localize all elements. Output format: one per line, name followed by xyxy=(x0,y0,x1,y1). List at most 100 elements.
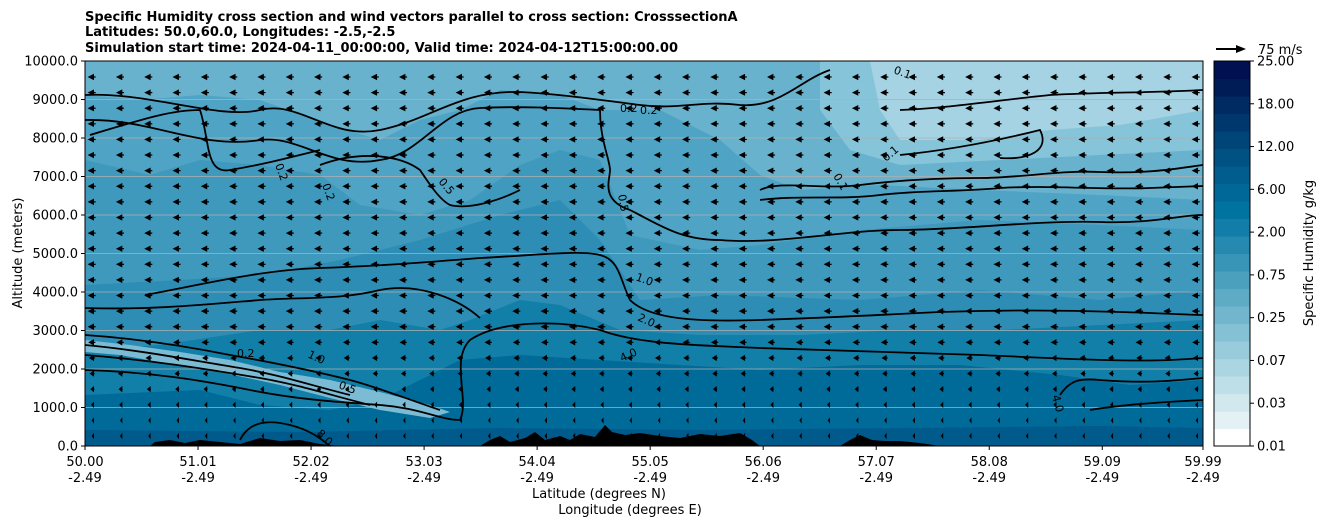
wind-vector xyxy=(713,385,718,393)
wind-vector xyxy=(1163,73,1172,81)
wind-vector xyxy=(345,385,350,393)
wind-vector xyxy=(314,276,323,284)
wind-vector xyxy=(682,167,691,174)
wind-vector xyxy=(512,198,521,206)
wind-vector xyxy=(289,417,293,424)
wind-vector xyxy=(117,354,124,362)
wind-vector xyxy=(370,292,379,299)
wind-vector xyxy=(851,261,861,268)
wind-vector xyxy=(88,354,96,362)
colorbar-swatch xyxy=(1214,78,1250,97)
wind-vector xyxy=(738,167,747,174)
wind-vector xyxy=(883,401,887,408)
wind-vector xyxy=(172,323,181,330)
wind-vector xyxy=(1194,385,1199,393)
contour-labels: 0.1 0.2 0.2 0.2 0.2 0.5 0.5 0.5 0.1 0.1 … xyxy=(237,64,1066,446)
wind-vector xyxy=(823,167,832,174)
wind-vector xyxy=(229,276,238,284)
wind-vector xyxy=(1163,276,1172,284)
wind-vector xyxy=(770,401,774,408)
wind-vector xyxy=(568,261,577,268)
wind-vector xyxy=(314,89,323,96)
wind-vector xyxy=(229,120,238,128)
wind-vector xyxy=(682,214,691,221)
wind-vector xyxy=(597,214,606,221)
wind-vector xyxy=(314,339,322,346)
wind-vector xyxy=(1106,245,1115,252)
wind-vector xyxy=(1163,198,1172,206)
wind-vector xyxy=(374,432,378,440)
wind-vector xyxy=(601,417,604,424)
wind-vector xyxy=(87,136,96,143)
wind-vector xyxy=(458,401,463,408)
wind-vector xyxy=(936,198,945,206)
wind-vector xyxy=(823,105,832,112)
wind-vector xyxy=(710,73,719,81)
wind-vector xyxy=(316,385,321,393)
wind-vector xyxy=(965,292,974,299)
wind-vector xyxy=(200,120,209,128)
wind-vector xyxy=(144,339,153,346)
wind-vector xyxy=(285,105,294,112)
wind-vector xyxy=(851,120,861,128)
wind-vector xyxy=(144,276,153,284)
x-tick-label-lat: 54.04 xyxy=(519,455,556,470)
wind-vector xyxy=(285,120,294,128)
y-tick-label: 0.0 xyxy=(57,440,78,455)
colorbar-label: Specific Humidity g/kg xyxy=(1302,180,1317,326)
wind-vector xyxy=(172,307,181,315)
wind-vector xyxy=(880,214,889,221)
wind-vector xyxy=(682,323,691,330)
wind-vector xyxy=(314,73,323,81)
wind-vector xyxy=(115,245,125,252)
wind-vector xyxy=(512,245,521,252)
wind-vector xyxy=(713,401,717,408)
wind-vector xyxy=(1021,167,1030,174)
wind-vector xyxy=(940,417,944,424)
wind-vector xyxy=(115,89,125,96)
wind-vector xyxy=(1078,89,1087,96)
wind-vector xyxy=(483,183,493,190)
x-tick-label-lat: 50.00 xyxy=(66,455,103,470)
wind-vector xyxy=(1107,339,1115,346)
wind-vector xyxy=(568,105,577,112)
wind-vector xyxy=(714,417,717,424)
wind-vector xyxy=(1106,167,1115,174)
wind-vector xyxy=(115,229,125,237)
wind-vector xyxy=(823,245,832,252)
wind-vector xyxy=(965,73,974,81)
wind-vector xyxy=(430,401,434,408)
wind-vector xyxy=(1163,136,1172,143)
wind-vector xyxy=(400,370,407,377)
wind-vector xyxy=(938,354,945,362)
title-line-3: Simulation start time: 2024-04-11_00:00:… xyxy=(85,41,678,56)
wind-vector xyxy=(370,323,379,330)
wind-vector xyxy=(568,245,577,252)
wind-vector xyxy=(1106,261,1115,268)
wind-vector xyxy=(795,120,804,128)
wind-vector xyxy=(87,167,96,174)
wind-vector xyxy=(712,370,718,377)
wind-vector xyxy=(115,276,125,284)
colorbar-swatch xyxy=(1214,113,1250,132)
wind-vector xyxy=(342,136,351,143)
y-tick-label: 7000.0 xyxy=(33,170,79,185)
wind-vector xyxy=(597,245,606,252)
wind-vector xyxy=(516,432,519,440)
wind-vector xyxy=(682,105,691,112)
wind-vector xyxy=(797,385,803,393)
contour-line-right-2 xyxy=(1089,399,1203,411)
wind-vector xyxy=(1163,120,1172,128)
wind-vector xyxy=(653,73,662,81)
wind-vector xyxy=(455,198,464,206)
wind-vector xyxy=(936,167,945,174)
wind-vector xyxy=(483,198,493,206)
wind-vector xyxy=(427,136,436,143)
wind-vector xyxy=(939,385,944,393)
wind-vector xyxy=(908,120,917,128)
wind-vector xyxy=(1078,229,1087,237)
wind-vector xyxy=(257,307,266,315)
wind-vector xyxy=(115,214,125,221)
wind-vector xyxy=(1078,261,1087,268)
